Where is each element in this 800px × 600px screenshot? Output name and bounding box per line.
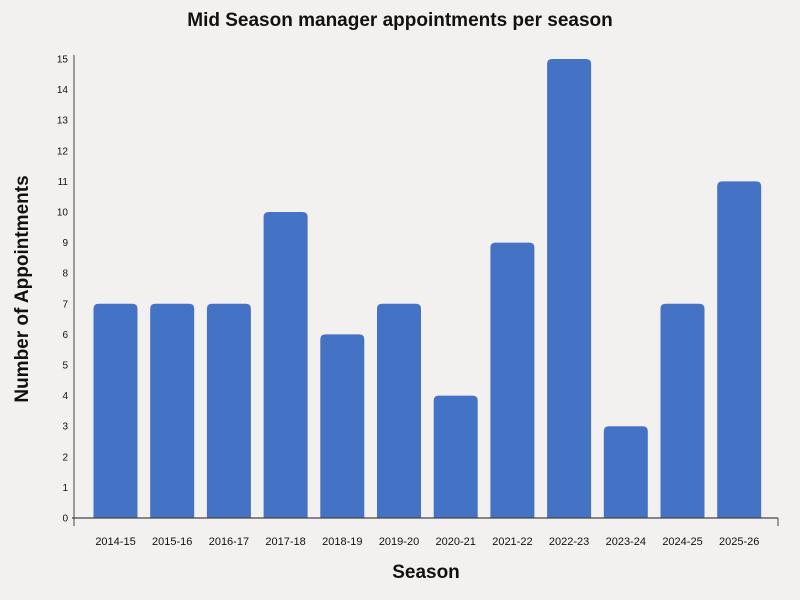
y-tick-label-12: 12 bbox=[57, 146, 69, 157]
x-tick-label-2017-18: 2017-18 bbox=[265, 536, 305, 548]
x-tick-label-2018-19: 2018-19 bbox=[322, 536, 362, 548]
x-tick-label-2023-24: 2023-24 bbox=[606, 536, 646, 548]
bar-2014-15 bbox=[93, 303, 138, 518]
y-tick-label-3: 3 bbox=[62, 422, 68, 433]
y-tick-label-5: 5 bbox=[62, 361, 68, 372]
bar-2017-18 bbox=[263, 212, 308, 518]
y-tick-label-11: 11 bbox=[58, 177, 69, 188]
y-tick-label-0: 0 bbox=[62, 514, 68, 525]
bar-2019-20 bbox=[377, 303, 421, 518]
x-tick-label-2014-15: 2014-15 bbox=[95, 536, 135, 548]
bar-2023-24 bbox=[603, 426, 648, 518]
bar-2024-25 bbox=[660, 303, 705, 518]
bar-2022-23 bbox=[547, 59, 592, 518]
x-tick-label-2022-23: 2022-23 bbox=[549, 536, 589, 548]
x-tick-label-2015-16: 2015-16 bbox=[152, 536, 192, 548]
bar-2025-26 bbox=[717, 181, 762, 518]
y-tick-label-8: 8 bbox=[62, 269, 68, 280]
x-tick-label-2016-17: 2016-17 bbox=[209, 536, 249, 548]
y-tick-label-1: 1 bbox=[62, 483, 68, 494]
axes bbox=[72, 55, 779, 526]
y-tick-label-6: 6 bbox=[62, 330, 68, 341]
y-tick-label-14: 14 bbox=[57, 85, 69, 96]
bar-2018-19 bbox=[320, 334, 365, 518]
x-tick-label-2020-21: 2020-21 bbox=[436, 536, 476, 548]
y-tick-label-10: 10 bbox=[57, 208, 69, 219]
x-axis-label: Season bbox=[392, 562, 460, 583]
y-tick-label-15: 15 bbox=[57, 55, 69, 66]
y-tick-label-13: 13 bbox=[57, 116, 69, 127]
x-tick-label-2019-20: 2019-20 bbox=[379, 536, 419, 548]
bar-2016-17 bbox=[206, 303, 251, 518]
x-tick-label-2021-22: 2021-22 bbox=[492, 536, 532, 548]
y-tick-label-9: 9 bbox=[62, 238, 68, 249]
bars bbox=[93, 59, 762, 518]
y-tick-label-7: 7 bbox=[62, 299, 68, 310]
x-tick-label-2025-26: 2025-26 bbox=[719, 536, 759, 548]
chart-title: Mid Season manager appointments per seas… bbox=[187, 10, 613, 31]
y-tick-label-4: 4 bbox=[62, 391, 68, 402]
x-tick-label-2024-25: 2024-25 bbox=[662, 536, 702, 548]
bar-2015-16 bbox=[150, 303, 195, 518]
bar-2021-22 bbox=[490, 242, 535, 518]
bar-2020-21 bbox=[433, 395, 478, 518]
y-tick-label-2: 2 bbox=[62, 452, 68, 463]
